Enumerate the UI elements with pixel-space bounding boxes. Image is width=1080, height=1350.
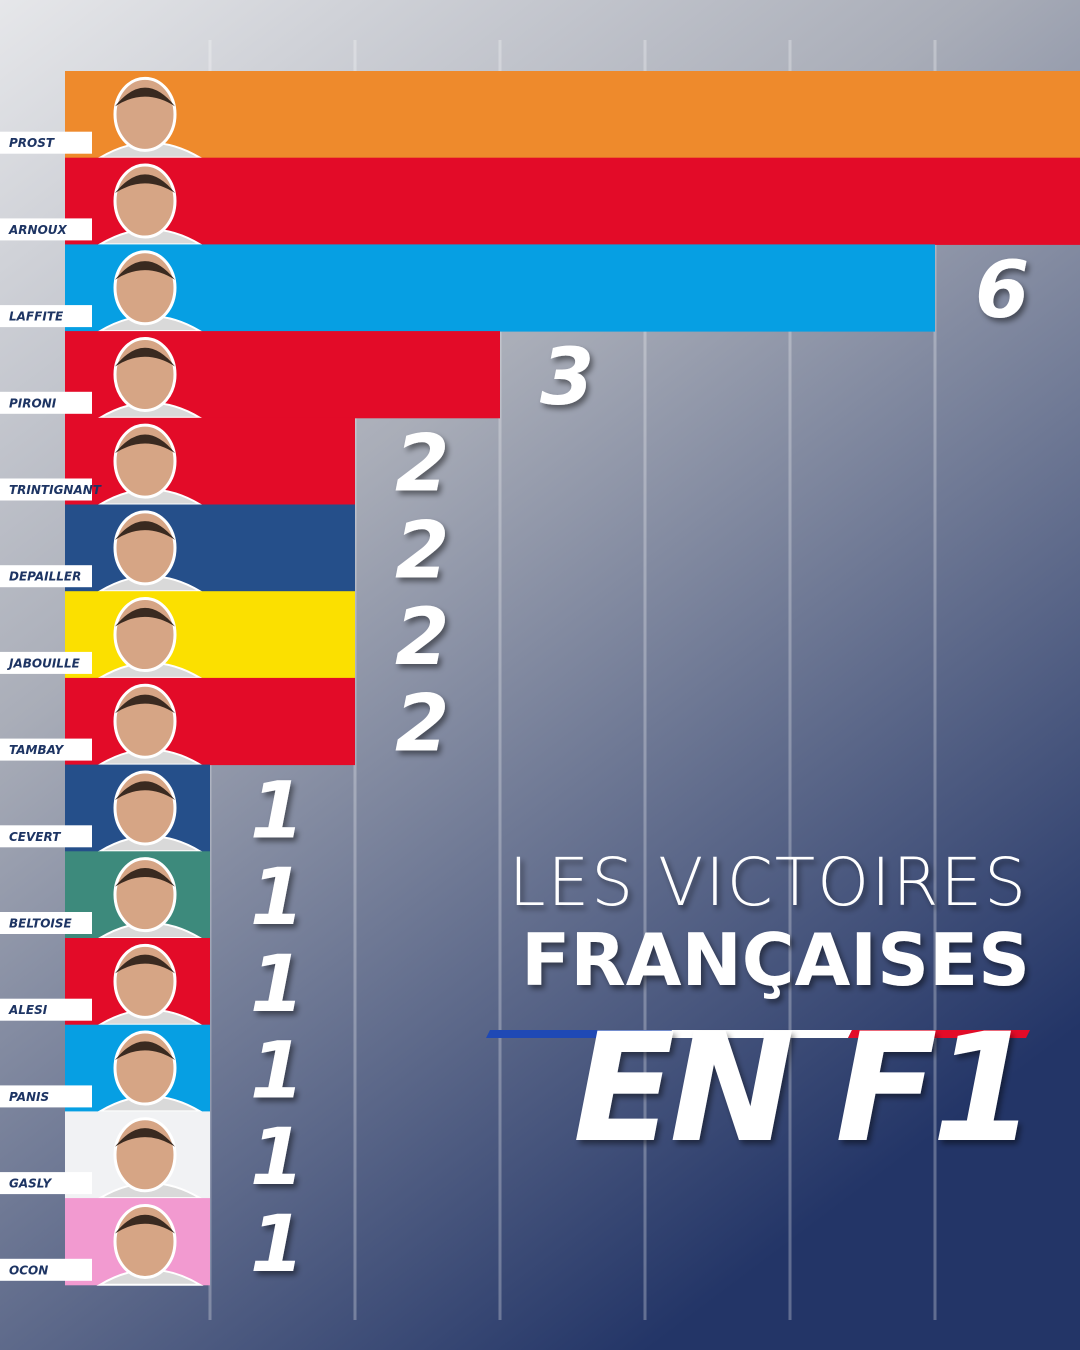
bar — [65, 504, 355, 592]
label-tab — [0, 825, 92, 848]
photo-hair — [115, 781, 175, 800]
driver-photo — [96, 163, 204, 246]
driver-name: TRINTIGNANT — [9, 483, 102, 497]
photo-hair — [115, 434, 175, 454]
label-tab — [0, 391, 92, 414]
photo-hair — [115, 694, 175, 714]
photo-hair — [115, 87, 175, 107]
driver-name: TAMBAY — [9, 743, 65, 757]
value-label: 1 — [250, 766, 304, 856]
label-tab — [0, 218, 92, 241]
label-tab — [0, 912, 92, 934]
bar — [65, 591, 355, 679]
bar — [65, 417, 355, 505]
driver-name: GASLY — [9, 1177, 53, 1191]
driver-photo — [96, 683, 204, 766]
driver-photo — [96, 770, 204, 853]
driver-photo — [96, 1203, 204, 1286]
bar — [65, 71, 1080, 159]
label-tab — [0, 305, 92, 328]
value-label: 1 — [250, 1113, 304, 1203]
driver-name: ALESI — [8, 1003, 48, 1017]
driver-name: CEVERT — [9, 830, 61, 844]
driver-photo — [96, 510, 204, 593]
driver-name: PIRONI — [9, 396, 57, 410]
photo-hair — [115, 1041, 175, 1061]
label-tab — [0, 565, 92, 588]
driver-name: ARNOUX — [8, 223, 68, 237]
driver-photo — [96, 857, 204, 939]
photo-hair — [115, 1214, 175, 1234]
label-tab — [0, 651, 92, 674]
value-label: 2 — [395, 593, 449, 683]
photo-hair — [115, 261, 175, 280]
driver-photo — [96, 423, 204, 506]
driver-name: LAFFITE — [9, 310, 64, 324]
label-tab — [0, 1258, 92, 1281]
photo-hair — [115, 347, 175, 367]
label-tab — [0, 478, 92, 501]
bars: PROST ARNOUX LAFFITE 6 PIRONI 3 TRINTIGNANT 2 DE… — [0, 71, 1080, 1290]
bar — [65, 244, 935, 332]
driver-name: DEPAILLER — [9, 570, 81, 584]
driver-photo — [96, 597, 204, 679]
title-line3: EN F1 — [573, 1002, 1030, 1176]
driver-name: PROST — [9, 136, 55, 150]
title-line2: FRANÇAISES — [521, 918, 1030, 1002]
label-tab — [0, 131, 92, 154]
driver-photo — [96, 1030, 204, 1113]
value-label: 1 — [250, 1027, 304, 1117]
driver-name: BELTOISE — [9, 917, 72, 931]
driver-name: JABOUILLE — [7, 656, 81, 670]
driver-photo — [96, 76, 204, 159]
value-label: 6 — [975, 246, 1029, 336]
photo-hair — [115, 174, 175, 194]
label-tab — [0, 1172, 92, 1195]
value-label: 2 — [395, 420, 449, 510]
tricolor-stripe — [486, 1030, 1030, 1038]
label-tab — [0, 998, 92, 1021]
photo-hair — [115, 607, 175, 627]
photo-hair — [115, 521, 175, 540]
label-tab — [0, 738, 92, 761]
driver-name: OCON — [9, 1263, 48, 1277]
driver-photo — [96, 1117, 204, 1200]
value-label: 1 — [250, 940, 304, 1030]
value-label: 1 — [250, 853, 304, 943]
driver-name: PANIS — [9, 1090, 49, 1104]
bar — [65, 157, 1080, 245]
label-tab — [0, 1085, 92, 1108]
driver-photo — [96, 943, 204, 1026]
driver-photo — [96, 250, 204, 333]
driver-photo — [96, 336, 204, 419]
photo-hair — [115, 867, 175, 887]
title-line1: LES VICTOIRES — [509, 844, 1028, 921]
value-label: 3 — [540, 333, 594, 423]
value-label: 2 — [395, 506, 449, 596]
photo-hair — [115, 954, 175, 974]
value-label: 2 — [395, 680, 449, 770]
bar — [65, 677, 355, 766]
photo-hair — [115, 1128, 175, 1147]
value-label: 1 — [250, 1200, 304, 1290]
